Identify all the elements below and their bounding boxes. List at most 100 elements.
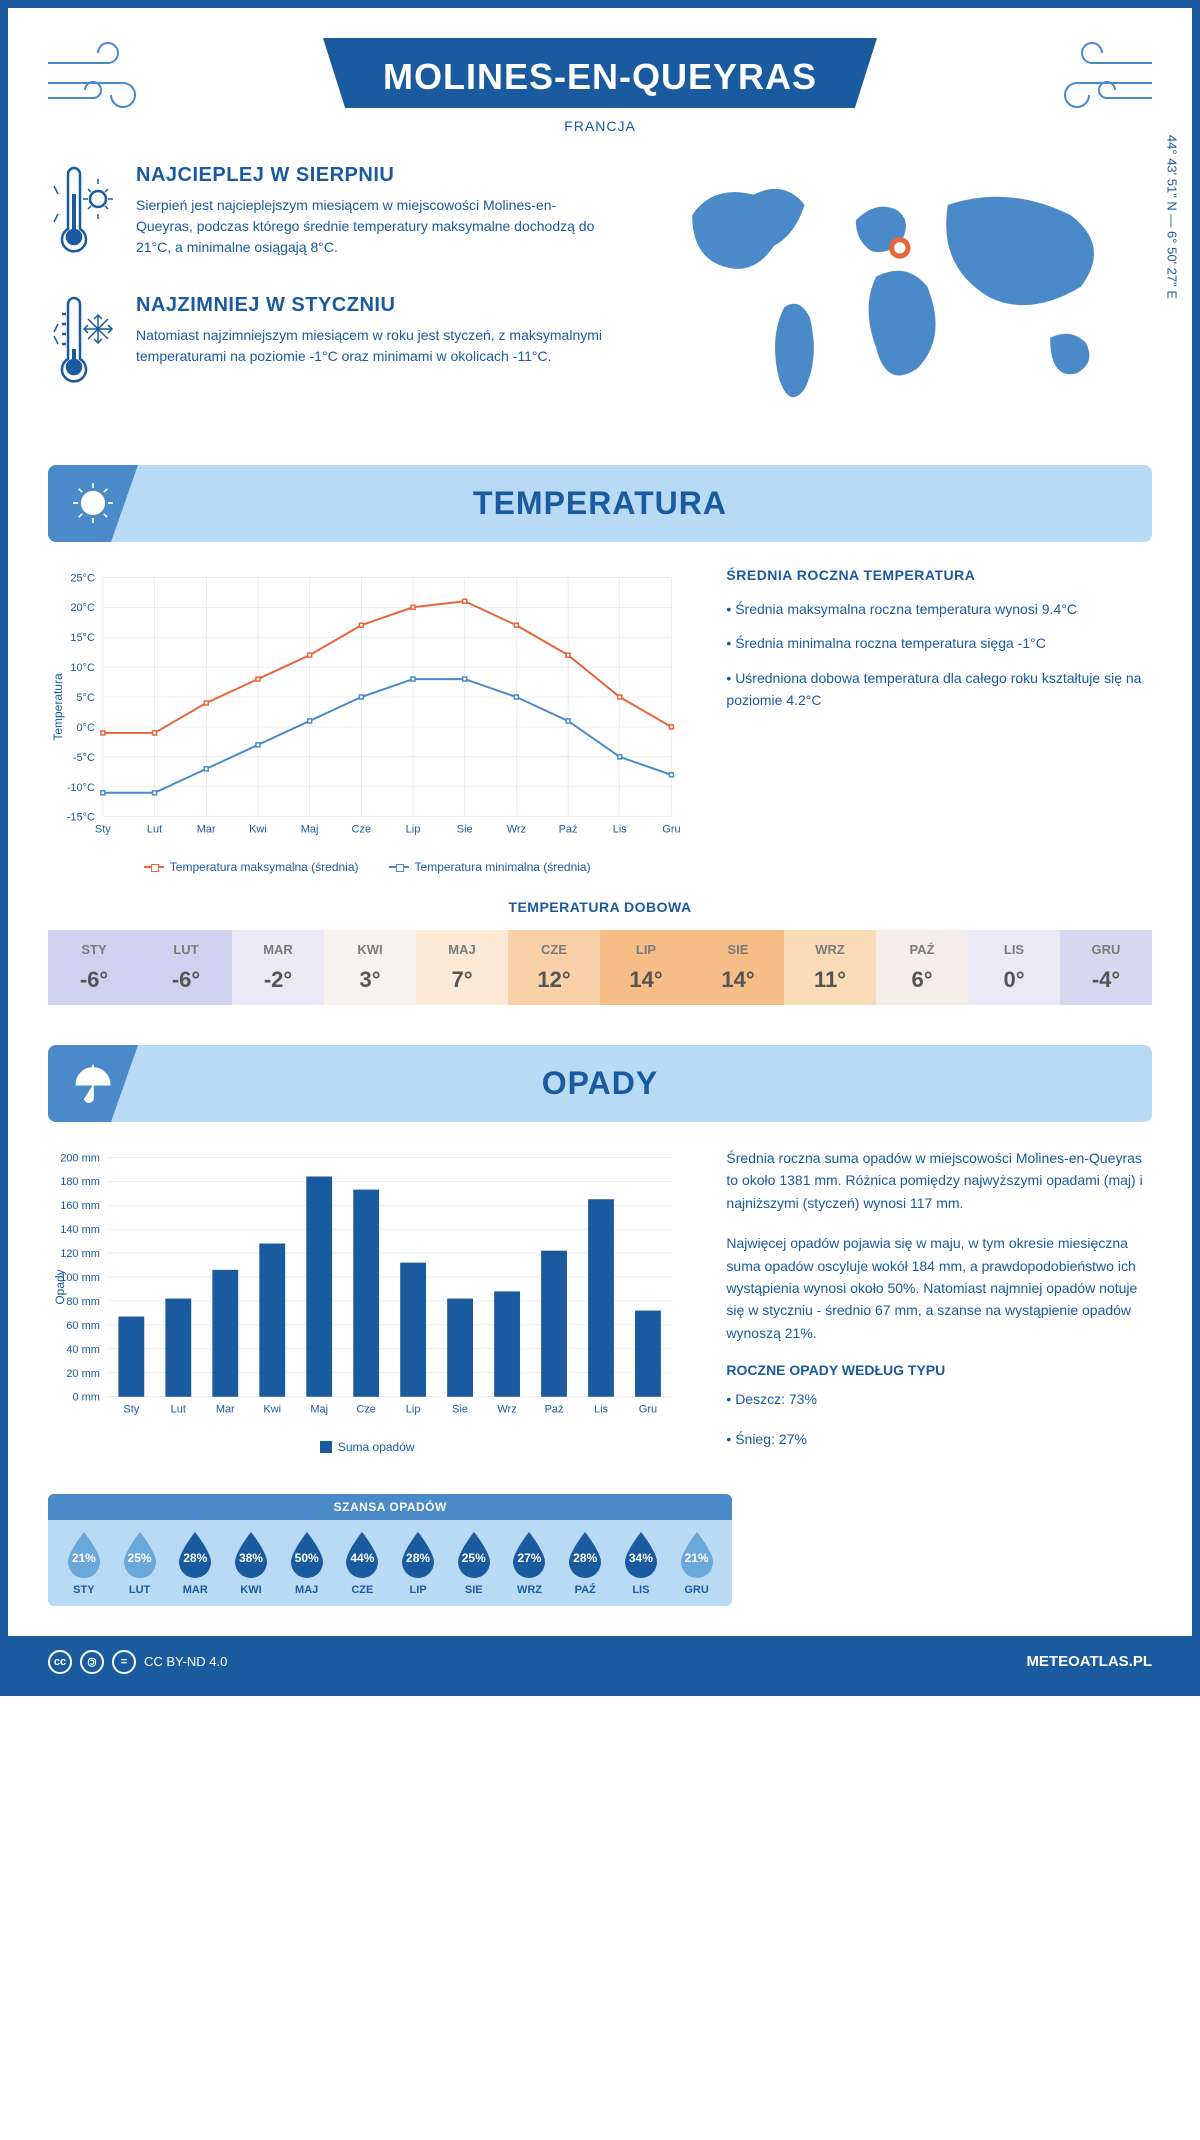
svg-text:Temperatura: Temperatura [51, 673, 65, 741]
svg-text:80 mm: 80 mm [66, 1296, 100, 1308]
chance-title: SZANSA OPADÓW [48, 1494, 732, 1520]
svg-text:200 mm: 200 mm [60, 1152, 100, 1164]
umbrella-icon [48, 1045, 138, 1122]
svg-text:60 mm: 60 mm [66, 1320, 100, 1332]
legend-max-label: Temperatura maksymalna (średnia) [170, 860, 359, 874]
chance-cell: 28% PAŹ [557, 1530, 613, 1596]
precip-info: Średnia roczna suma opadów w miejscowośc… [726, 1147, 1152, 1469]
svg-text:Sie: Sie [452, 1404, 468, 1416]
svg-text:0°C: 0°C [76, 722, 94, 734]
svg-text:Paź: Paź [545, 1404, 564, 1416]
chance-cell: 28% LIP [390, 1530, 446, 1596]
site-name: METEOATLAS.PL [1026, 1653, 1152, 1670]
warmest-title: NAJCIEPLEJ W SIERPNIU [136, 164, 611, 187]
chance-cell: 21% GRU [669, 1530, 725, 1596]
chance-cell: 44% CZE [335, 1530, 391, 1596]
chance-cell: 25% LUT [112, 1530, 168, 1596]
temp-bullet-2: • Średnia minimalna roczna temperatura s… [726, 632, 1152, 654]
daily-cell: KWI3° [324, 930, 416, 1005]
svg-text:Kwi: Kwi [263, 1404, 281, 1416]
svg-text:15°C: 15°C [70, 632, 95, 644]
svg-text:Mar: Mar [216, 1404, 235, 1416]
temp-bullet-1: • Średnia maksymalna roczna temperatura … [726, 598, 1152, 620]
coldest-title: NAJZIMNIEJ W STYCZNIU [136, 294, 611, 317]
svg-text:40 mm: 40 mm [66, 1344, 100, 1356]
svg-text:-15°C: -15°C [67, 812, 95, 824]
precip-type-1: • Deszcz: 73% [726, 1388, 1152, 1410]
svg-text:Lut: Lut [171, 1404, 186, 1416]
legend-min-label: Temperatura minimalna (średnia) [415, 860, 591, 874]
svg-text:Maj: Maj [301, 824, 319, 836]
svg-text:-10°C: -10°C [67, 782, 95, 794]
svg-text:Gru: Gru [639, 1404, 657, 1416]
coldest-text: Natomiast najzimniejszym miesiącem w rok… [136, 325, 611, 367]
daily-cell: MAR-2° [232, 930, 324, 1005]
page-title: MOLINES-EN-QUEYRAS [323, 38, 877, 108]
svg-text:Sty: Sty [123, 1404, 139, 1416]
precip-type-2: • Śnieg: 27% [726, 1428, 1152, 1450]
wind-icon-left [38, 38, 158, 118]
nd-icon: = [112, 1650, 136, 1674]
daily-cell: PAŹ6° [876, 930, 968, 1005]
precip-legend: Suma opadów [48, 1440, 686, 1454]
footer: cc 🄯 = CC BY-ND 4.0 METEOATLAS.PL [8, 1636, 1192, 1688]
daily-temp-table: STY-6°LUT-6°MAR-2°KWI3°MAJ7°CZE12°LIP14°… [48, 930, 1152, 1005]
daily-cell: GRU-4° [1060, 930, 1152, 1005]
svg-text:20°C: 20°C [70, 602, 95, 614]
svg-text:-5°C: -5°C [73, 752, 95, 764]
svg-text:Paź: Paź [559, 824, 578, 836]
daily-cell: CZE12° [508, 930, 600, 1005]
thermometer-cold-icon [48, 294, 118, 399]
precip-legend-label: Suma opadów [338, 1440, 415, 1454]
intro-section: NAJCIEPLEJ W SIERPNIU Sierpień jest najc… [48, 164, 1152, 435]
svg-text:Cze: Cze [356, 1404, 376, 1416]
chance-cell: 28% MAR [167, 1530, 223, 1596]
coordinates: 44° 43' 51" N — 6° 50' 27" E [1165, 135, 1180, 299]
svg-text:Lip: Lip [406, 824, 421, 836]
daily-temp-title: TEMPERATURA DOBOWA [48, 899, 1152, 915]
page: MOLINES-EN-QUEYRAS FRANCJA NAJCIEPLEJ [0, 0, 1200, 1696]
daily-cell: LIS0° [968, 930, 1060, 1005]
coldest-block: NAJZIMNIEJ W STYCZNIU Natomiast najzimni… [48, 294, 611, 399]
precip-title: OPADY [68, 1065, 1132, 1102]
svg-text:25°C: 25°C [70, 572, 95, 584]
temperature-title: TEMPERATURA [68, 485, 1132, 522]
cc-icon: cc [48, 1650, 72, 1674]
svg-text:20 mm: 20 mm [66, 1368, 100, 1380]
svg-text:10°C: 10°C [70, 662, 95, 674]
svg-text:Opady: Opady [53, 1269, 67, 1304]
chance-cell: 27% WRZ [502, 1530, 558, 1596]
svg-text:Maj: Maj [310, 1404, 328, 1416]
header: MOLINES-EN-QUEYRAS FRANCJA [48, 38, 1152, 134]
daily-cell: LIP14° [600, 930, 692, 1005]
daily-cell: WRZ11° [784, 930, 876, 1005]
warmest-text: Sierpień jest najcieplejszym miesiącem w… [136, 195, 611, 258]
svg-text:Sie: Sie [457, 824, 473, 836]
svg-text:Lut: Lut [147, 824, 162, 836]
daily-cell: MAJ7° [416, 930, 508, 1005]
svg-text:Cze: Cze [352, 824, 372, 836]
svg-text:Kwi: Kwi [249, 824, 267, 836]
precip-para-1: Średnia roczna suma opadów w miejscowośc… [726, 1147, 1152, 1214]
sun-icon [48, 465, 138, 542]
svg-text:Sty: Sty [95, 824, 111, 836]
chance-cell: 25% SIE [446, 1530, 502, 1596]
precip-para-2: Najwięcej opadów pojawia się w maju, w t… [726, 1232, 1152, 1344]
svg-text:0 mm: 0 mm [72, 1392, 99, 1404]
temperature-info: ŚREDNIA ROCZNA TEMPERATURA • Średnia mak… [726, 567, 1152, 874]
svg-text:Wrz: Wrz [507, 824, 526, 836]
svg-text:180 mm: 180 mm [60, 1176, 100, 1188]
temperature-section-header: TEMPERATURA [48, 465, 1152, 542]
precip-section-header: OPADY [48, 1045, 1152, 1122]
page-subtitle: FRANCJA [48, 118, 1152, 134]
temp-info-title: ŚREDNIA ROCZNA TEMPERATURA [726, 567, 1152, 583]
temperature-legend: Temperatura maksymalna (średnia) Tempera… [48, 860, 686, 874]
by-icon: 🄯 [80, 1650, 104, 1674]
svg-text:Wrz: Wrz [497, 1404, 516, 1416]
precip-chance-strip: SZANSA OPADÓW 21% STY 25% LUT 28% MAR 38… [48, 1494, 732, 1606]
warmest-block: NAJCIEPLEJ W SIERPNIU Sierpień jest najc… [48, 164, 611, 269]
chance-cell: 50% MAJ [279, 1530, 335, 1596]
svg-text:Gru: Gru [662, 824, 680, 836]
temp-bullet-3: • Uśredniona dobowa temperatura dla całe… [726, 667, 1152, 712]
chance-cell: 21% STY [56, 1530, 112, 1596]
